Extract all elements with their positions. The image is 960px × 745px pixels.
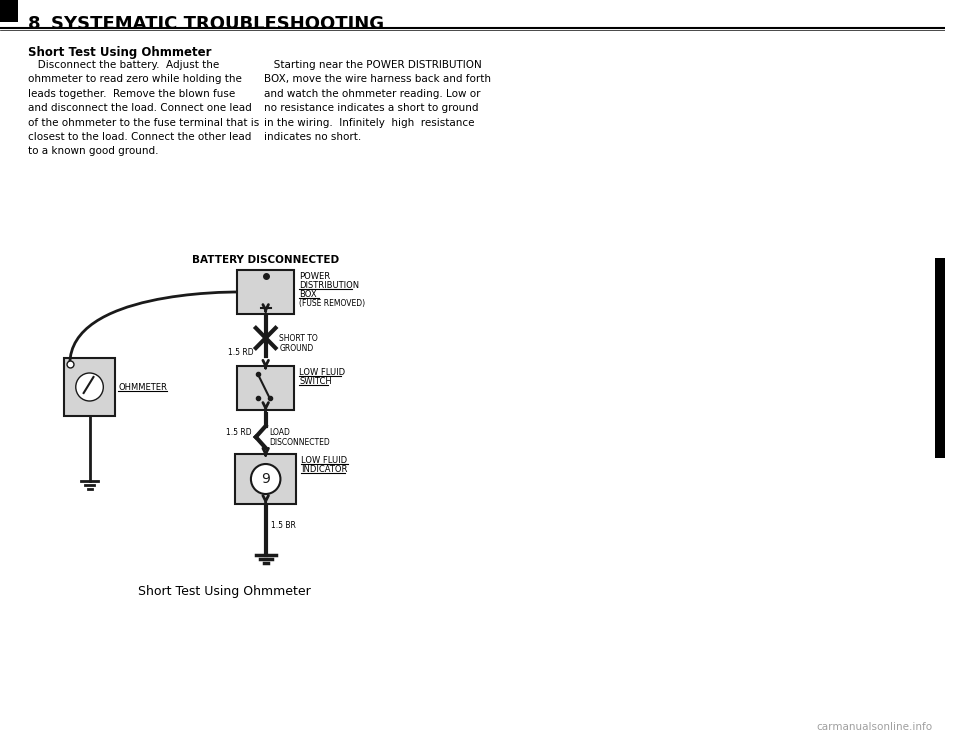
Text: SHORT TO
GROUND: SHORT TO GROUND [279, 334, 318, 353]
Circle shape [251, 464, 280, 494]
Bar [0, 0, 17, 22]
Text: BOX: BOX [300, 290, 317, 299]
Bar [237, 270, 294, 314]
Bar [64, 358, 115, 416]
Text: SWITCH: SWITCH [300, 377, 332, 386]
Text: Short Test Using Ohmmeter: Short Test Using Ohmmeter [28, 46, 211, 59]
Text: POWER: POWER [300, 272, 330, 281]
Text: 1.5 BR: 1.5 BR [271, 521, 296, 530]
Text: 1.5 RD: 1.5 RD [227, 428, 252, 437]
Text: BATTERY DISCONNECTED: BATTERY DISCONNECTED [192, 255, 339, 265]
Text: Disconnect the battery.  Adjust the
ohmmeter to read zero while holding the
lead: Disconnect the battery. Adjust the ohmme… [28, 60, 259, 156]
Text: INDICATOR: INDICATOR [301, 465, 348, 474]
Text: carmanualsonline.info: carmanualsonline.info [817, 722, 933, 732]
Text: Short Test Using Ohmmeter: Short Test Using Ohmmeter [137, 585, 310, 598]
Text: Starting near the POWER DISTRIBUTION
BOX, move the wire harness back and forth
a: Starting near the POWER DISTRIBUTION BOX… [264, 60, 491, 142]
Bar [235, 454, 297, 504]
Text: (FUSE REMOVED): (FUSE REMOVED) [300, 299, 365, 308]
Text: 9: 9 [261, 472, 270, 486]
Circle shape [76, 373, 104, 401]
Text: LOAD
DISCONNECTED: LOAD DISCONNECTED [270, 428, 330, 448]
Bar [935, 258, 945, 458]
Text: 1.5 RD: 1.5 RD [228, 348, 253, 357]
Text: LOW FLUID: LOW FLUID [301, 456, 348, 465]
Text: 8: 8 [28, 15, 40, 33]
Bar [237, 366, 294, 410]
Text: DISTRIBUTION: DISTRIBUTION [300, 281, 359, 290]
Text: SYSTEMATIC TROUBLESHOOTING: SYSTEMATIC TROUBLESHOOTING [51, 15, 384, 33]
Text: LOW FLUID: LOW FLUID [300, 368, 346, 377]
Text: OHMMETER: OHMMETER [118, 383, 167, 392]
